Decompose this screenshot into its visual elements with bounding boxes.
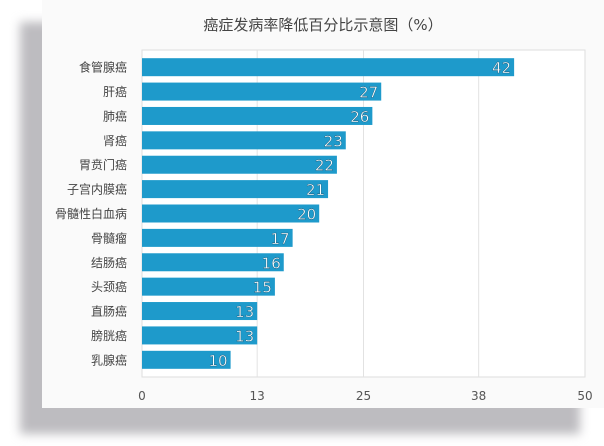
x-tick-label: 0 [138, 389, 146, 403]
data-label: 22 [315, 157, 334, 175]
category-label: 结肠癌 [91, 255, 127, 270]
data-label: 42 [492, 59, 511, 77]
bar [142, 204, 320, 223]
bar [142, 350, 231, 369]
data-label: 17 [271, 230, 290, 248]
data-label: 16 [262, 254, 281, 272]
bar [142, 82, 382, 101]
x-tick-label: 13 [250, 389, 265, 403]
data-label: 21 [306, 181, 325, 199]
category-label: 膀胱癌 [91, 328, 127, 343]
category-label: 子宫内膜癌 [67, 182, 127, 197]
category-label: 肝癌 [103, 84, 127, 99]
data-label: 20 [297, 206, 316, 224]
bar [142, 58, 515, 77]
category-label: 食管腺癌 [79, 60, 127, 75]
bar [142, 253, 284, 272]
category-label: 肺癌 [103, 108, 127, 123]
data-label: 10 [209, 352, 228, 370]
category-label: 肾癌 [103, 133, 127, 148]
category-label: 骨髓性白血病 [55, 206, 127, 221]
x-tick-label: 38 [471, 389, 486, 403]
data-label: 15 [253, 279, 272, 297]
category-label: 胃贲门癌 [79, 157, 127, 172]
bar [142, 155, 337, 174]
bar [142, 106, 373, 125]
bar [142, 228, 293, 247]
bar [142, 180, 329, 199]
bar [142, 302, 258, 321]
data-label: 23 [324, 132, 343, 150]
data-label: 26 [350, 108, 369, 126]
bar [142, 131, 346, 150]
category-label: 乳腺癌 [91, 352, 127, 367]
category-label: 直肠癌 [91, 304, 127, 319]
bar [142, 326, 258, 345]
chart-title: 癌症发病率降低百分比示意图（%） [203, 16, 443, 34]
category-label: 头颈癌 [91, 279, 127, 294]
data-label: 13 [235, 303, 254, 321]
bar [142, 277, 275, 296]
x-tick-label: 25 [356, 389, 371, 403]
x-tick-label: 50 [577, 389, 592, 403]
data-label: 13 [235, 327, 254, 345]
category-label: 骨髓瘤 [91, 230, 127, 245]
data-label: 27 [359, 84, 378, 102]
